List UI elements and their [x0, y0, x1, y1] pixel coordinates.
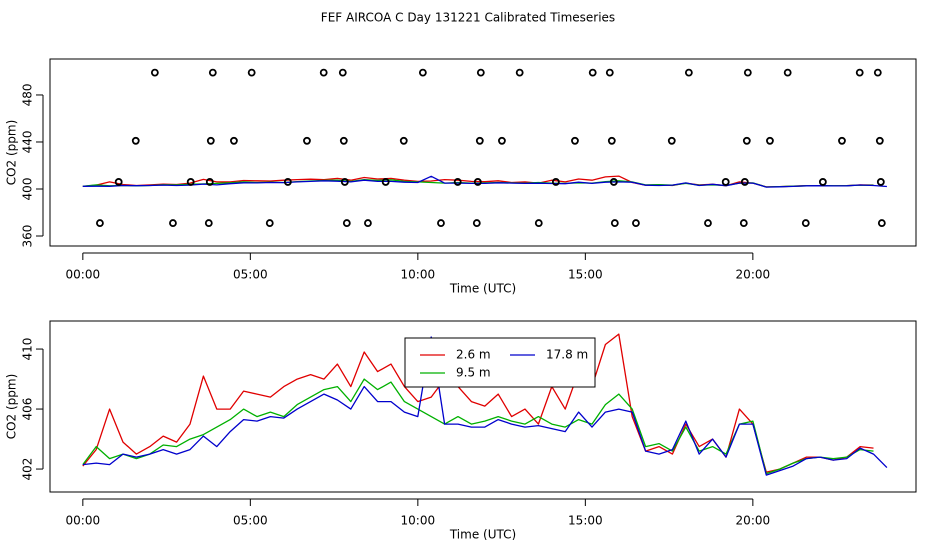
point — [265, 219, 274, 227]
x-tick-label: 20:00 — [736, 514, 771, 528]
point — [534, 219, 543, 227]
point — [684, 68, 693, 77]
point — [607, 136, 616, 145]
point — [283, 178, 292, 186]
point — [838, 136, 846, 145]
point — [855, 68, 864, 77]
point — [150, 68, 159, 77]
point — [610, 219, 619, 227]
x-tick-label: 05:00 — [233, 514, 268, 528]
point — [742, 136, 751, 145]
point — [571, 136, 579, 145]
x-tick-label: 15:00 — [568, 514, 603, 528]
point — [399, 136, 408, 145]
point — [96, 219, 104, 227]
y-tick-label: 400 — [21, 178, 35, 201]
point — [247, 68, 256, 77]
point — [498, 136, 506, 145]
x-tick-label: 10:00 — [401, 514, 436, 528]
x-tick-label: 15:00 — [568, 268, 603, 282]
plot-box — [49, 320, 917, 493]
legend-box — [404, 337, 596, 388]
y-tick-label: 406 — [21, 398, 35, 421]
point — [743, 68, 752, 77]
x-tick-label: 00:00 — [66, 514, 101, 528]
point — [230, 136, 238, 145]
x-tick-label: 05:00 — [233, 268, 268, 282]
x-tick-label: 00:00 — [66, 268, 101, 282]
point — [114, 178, 123, 186]
y-tick-label: 402 — [21, 458, 35, 481]
chart-title: FEF AIRCOA C Day 131221 Calibrated Times… — [321, 11, 615, 25]
x-axis-label: Time (UTC) — [449, 282, 516, 296]
point — [205, 178, 214, 186]
point — [721, 178, 730, 186]
point — [169, 219, 177, 227]
point — [609, 178, 618, 186]
point — [342, 219, 351, 227]
plot-box — [49, 58, 917, 247]
point — [204, 219, 213, 227]
x-tick-label: 20:00 — [736, 268, 771, 282]
point — [319, 68, 328, 77]
point — [515, 68, 524, 77]
point — [473, 178, 482, 186]
point — [381, 178, 390, 186]
point — [739, 219, 748, 227]
point — [364, 219, 372, 227]
point — [704, 219, 712, 227]
point — [551, 178, 560, 186]
y-tick-label: 480 — [21, 84, 35, 107]
y-tick-label: 410 — [21, 338, 35, 361]
point — [303, 136, 311, 145]
point — [876, 178, 885, 186]
point — [475, 136, 484, 145]
point — [131, 136, 140, 145]
point — [667, 136, 676, 145]
point — [783, 68, 792, 77]
point — [340, 178, 349, 186]
y-axis-label: CO2 (ppm) — [5, 374, 19, 440]
point — [801, 219, 810, 227]
legend-label: 2.6 m — [456, 348, 491, 362]
series-line — [82, 378, 874, 475]
point — [338, 68, 347, 77]
point — [740, 178, 749, 186]
x-axis-label: Time (UTC) — [449, 528, 516, 540]
point — [588, 68, 597, 77]
point — [186, 178, 195, 186]
legend-label: 9.5 m — [456, 366, 491, 380]
point — [875, 136, 884, 145]
point — [437, 219, 445, 227]
point — [818, 178, 827, 186]
point — [339, 136, 348, 145]
y-tick-label: 440 — [21, 131, 35, 154]
point — [206, 136, 215, 145]
y-tick-label: 360 — [21, 225, 35, 248]
point — [873, 68, 882, 77]
point — [766, 136, 774, 145]
series-line — [82, 336, 888, 476]
point — [476, 68, 485, 77]
point — [208, 68, 217, 77]
series-line — [82, 175, 887, 188]
point — [877, 219, 886, 227]
point — [472, 219, 481, 227]
x-tick-label: 10:00 — [401, 268, 436, 282]
point — [453, 178, 462, 186]
point — [418, 68, 427, 77]
series-line — [82, 333, 874, 473]
y-axis-label: CO2 (ppm) — [5, 120, 19, 186]
point — [632, 219, 640, 227]
point — [605, 68, 614, 77]
legend-label: 17.8 m — [546, 348, 588, 362]
